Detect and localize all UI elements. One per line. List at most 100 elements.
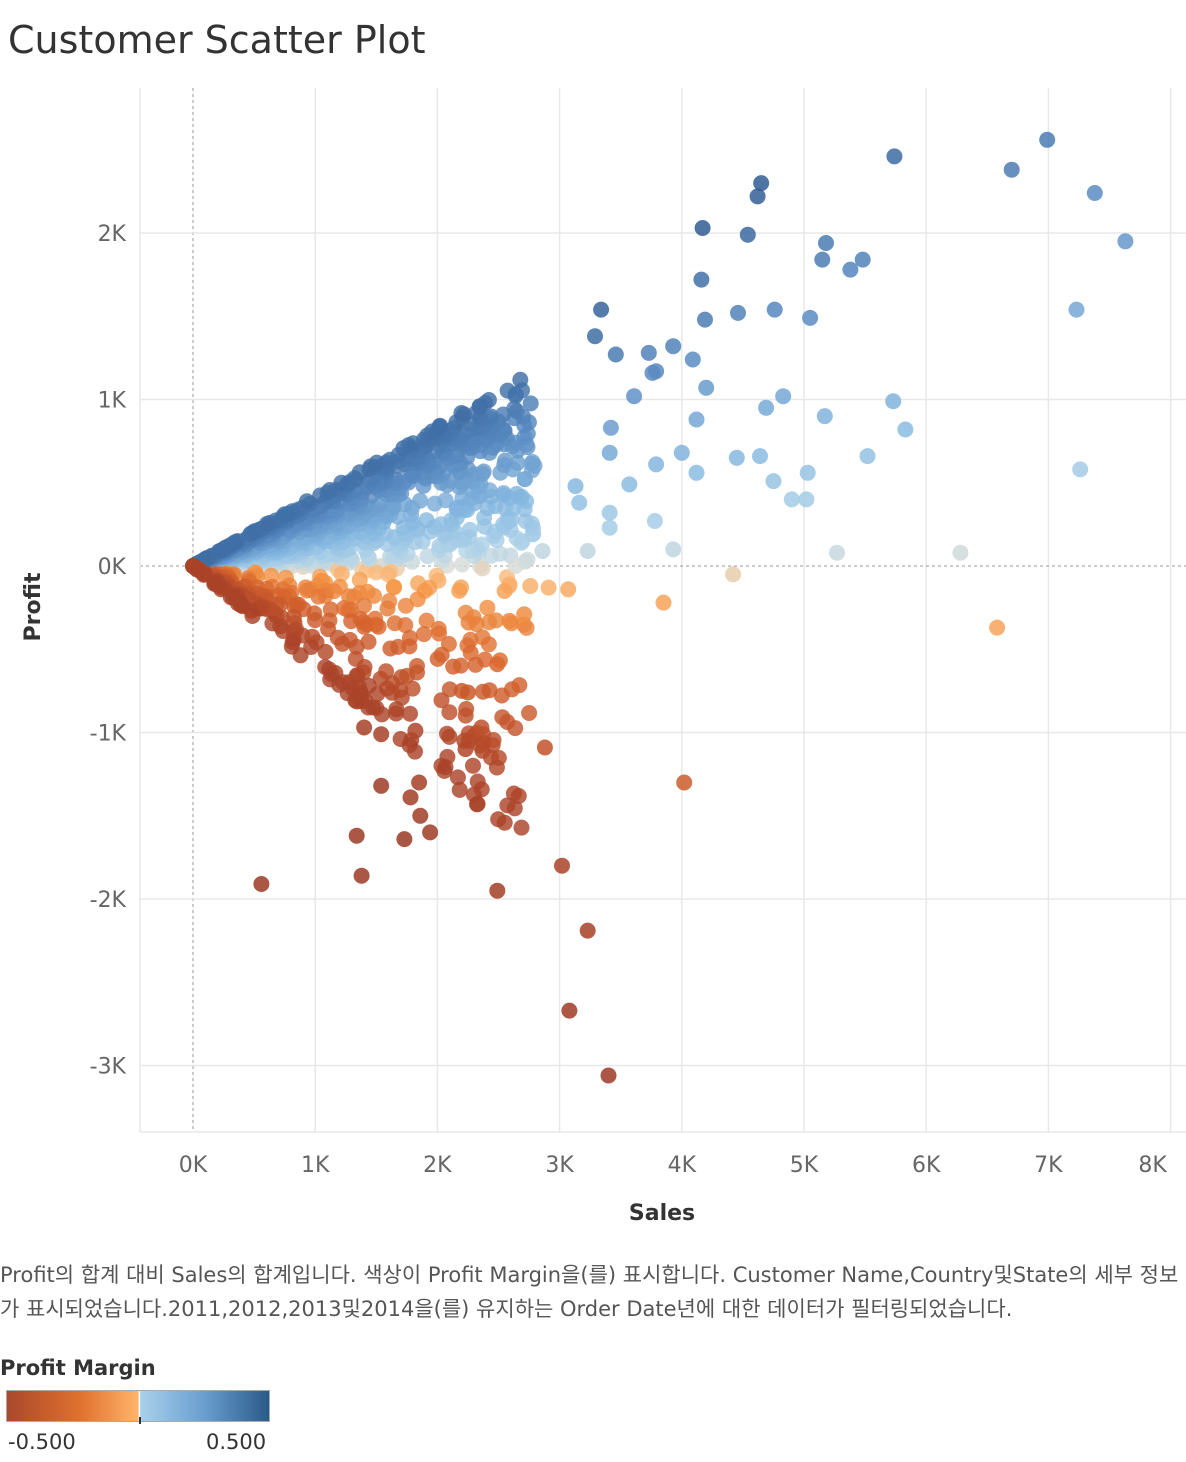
cluster-point bbox=[382, 640, 399, 657]
cluster-point bbox=[407, 743, 423, 760]
cluster-point bbox=[499, 797, 516, 814]
cluster-point bbox=[507, 720, 524, 737]
data-point bbox=[752, 448, 768, 465]
data-point bbox=[885, 393, 902, 410]
cluster-point bbox=[397, 597, 414, 614]
cluster-point bbox=[333, 565, 350, 582]
data-point bbox=[353, 867, 370, 884]
cluster-point bbox=[492, 545, 509, 562]
cluster-point bbox=[441, 728, 458, 745]
data-point bbox=[684, 351, 701, 368]
cluster-point bbox=[493, 687, 510, 704]
cluster-point bbox=[480, 636, 497, 653]
cluster-point bbox=[369, 685, 386, 702]
cluster-point bbox=[449, 769, 466, 786]
data-point bbox=[665, 541, 682, 558]
legend-title: Profit Margin bbox=[0, 1356, 156, 1380]
data-point bbox=[688, 464, 705, 481]
cluster-point bbox=[321, 482, 338, 498]
data-point bbox=[1003, 161, 1020, 178]
data-point bbox=[698, 379, 715, 396]
data-point bbox=[522, 578, 539, 594]
cluster-point bbox=[474, 560, 491, 577]
cluster-point bbox=[409, 591, 426, 608]
cluster-point bbox=[386, 579, 403, 596]
gridlines bbox=[139, 88, 1186, 1133]
data-point bbox=[798, 491, 815, 508]
cluster-point bbox=[388, 705, 405, 722]
data-point bbox=[601, 519, 618, 536]
data-point bbox=[646, 513, 663, 529]
cluster-point bbox=[467, 656, 484, 673]
data-point bbox=[783, 491, 800, 508]
cluster-point bbox=[258, 516, 275, 532]
cluster-point bbox=[244, 608, 261, 624]
data-point bbox=[587, 328, 603, 345]
data-point bbox=[474, 742, 491, 759]
data-point bbox=[758, 399, 775, 416]
data-point bbox=[775, 388, 792, 405]
y-axis-label: Profit bbox=[21, 572, 46, 641]
data-point bbox=[516, 606, 533, 623]
data-point bbox=[593, 301, 610, 318]
data-point bbox=[560, 581, 577, 598]
data-point bbox=[673, 444, 690, 461]
cluster-point bbox=[415, 626, 432, 643]
cluster-point bbox=[400, 437, 417, 454]
data-point bbox=[626, 388, 643, 405]
cluster-point bbox=[226, 534, 243, 551]
cluster-point bbox=[473, 536, 490, 553]
cluster-point bbox=[461, 521, 478, 538]
data-point bbox=[818, 235, 834, 251]
cluster-point bbox=[488, 759, 505, 776]
x-tick-label: 5K bbox=[790, 1153, 819, 1178]
cluster-point bbox=[206, 575, 223, 592]
data-point bbox=[407, 722, 424, 739]
cluster-point bbox=[451, 582, 468, 599]
data-point bbox=[1068, 301, 1085, 318]
cluster-point bbox=[445, 658, 462, 675]
cluster-point bbox=[299, 493, 315, 510]
cluster-point bbox=[246, 523, 263, 540]
data-point bbox=[897, 421, 914, 438]
cluster-point bbox=[404, 680, 421, 697]
data-point bbox=[396, 831, 413, 848]
cluster-point bbox=[508, 485, 525, 502]
y-tick-label: -1K bbox=[90, 722, 127, 747]
data-point bbox=[749, 188, 766, 205]
data-point bbox=[693, 271, 710, 288]
data-point bbox=[886, 148, 903, 165]
cluster-point bbox=[412, 492, 429, 509]
data-point bbox=[814, 251, 831, 268]
data-point bbox=[688, 411, 705, 428]
data-point bbox=[567, 478, 584, 495]
data-point bbox=[412, 807, 429, 824]
cluster-point bbox=[355, 597, 372, 614]
data-point bbox=[739, 226, 756, 243]
data-point bbox=[473, 719, 490, 736]
y-tick-label: 0K bbox=[98, 555, 127, 580]
cluster-point bbox=[436, 762, 453, 779]
data-point bbox=[730, 304, 746, 321]
data-point bbox=[602, 419, 619, 436]
cluster-point bbox=[490, 811, 507, 828]
cluster-point bbox=[460, 614, 477, 631]
data-point bbox=[799, 464, 816, 481]
y-tick-label: 2K bbox=[98, 222, 127, 247]
data-point bbox=[753, 175, 770, 192]
data-point bbox=[402, 789, 419, 806]
data-point bbox=[459, 684, 476, 701]
data-point bbox=[540, 579, 557, 596]
cluster-point bbox=[457, 707, 474, 724]
data-point bbox=[854, 251, 871, 268]
cluster-point bbox=[465, 757, 481, 774]
legend-min-label: -0.500 bbox=[8, 1430, 76, 1454]
chart-title: Customer Scatter Plot bbox=[8, 18, 426, 62]
cluster-point bbox=[454, 556, 471, 573]
cluster-point bbox=[230, 595, 246, 612]
x-tick-label: 3K bbox=[545, 1153, 574, 1178]
cluster-point bbox=[188, 561, 205, 577]
data-point bbox=[373, 726, 390, 743]
legend-max-label: 0.500 bbox=[206, 1430, 267, 1454]
cluster-point bbox=[509, 454, 526, 471]
